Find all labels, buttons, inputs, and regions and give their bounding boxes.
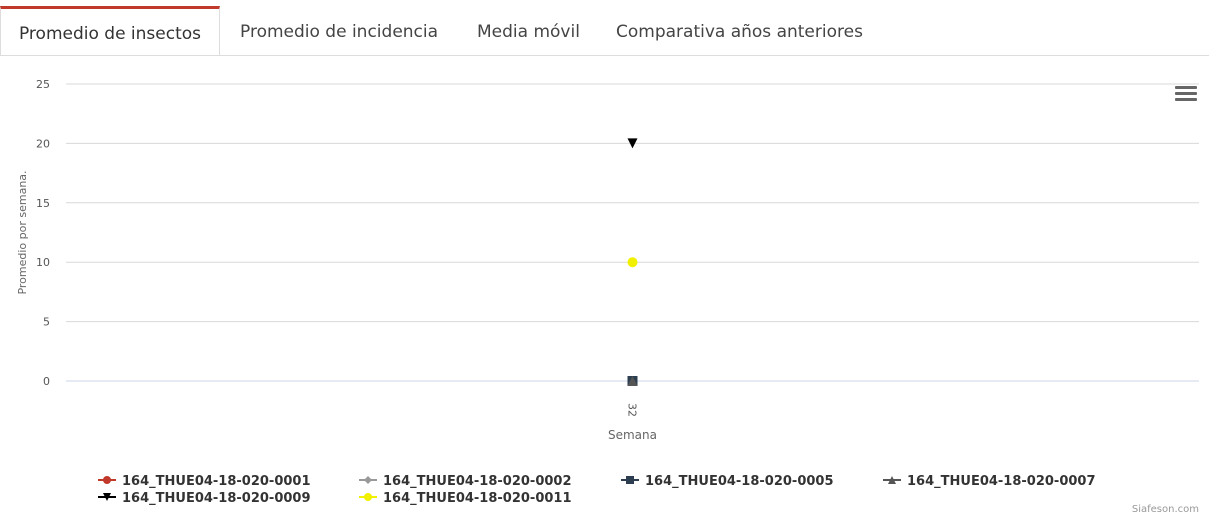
tab-comparativa-anos[interactable]: Comparativa años anteriores (616, 22, 863, 42)
legend-marker (103, 476, 111, 484)
chart-area: 0 5 10 15 20 25 Promedio por semana. 32 Semana 16… (16, 78, 1199, 506)
legend-label: 164_THUE04-18-020-0007 (907, 474, 1096, 489)
y-tick-label: 25 (36, 78, 50, 91)
tab-media-movil[interactable]: Media móvil (477, 22, 580, 42)
y-tick-label: 0 (43, 375, 50, 388)
tab-promedio-incidencia[interactable]: Promedio de incidencia (240, 22, 439, 42)
y-tick-label: 5 (43, 316, 50, 329)
legend-label: 164_THUE04-18-020-0011 (383, 491, 572, 506)
y-tick-label: 15 (36, 197, 50, 210)
chart-credit[interactable]: Siafeson.com (1131, 504, 1199, 515)
x-axis-title: Semana (608, 428, 657, 442)
legend-label: 164_THUE04-18-020-0001 (122, 474, 311, 489)
hamburger-menu-icon[interactable] (1175, 86, 1197, 106)
legend-marker (888, 476, 896, 484)
legend-marker (626, 476, 634, 484)
data-point (627, 257, 638, 268)
legend-marker (103, 493, 111, 501)
legend-label: 164_THUE04-18-020-0009 (122, 491, 311, 506)
y-tick-label: 10 (36, 256, 50, 269)
legend-label: 164_THUE04-18-020-0005 (645, 474, 834, 489)
data-point (627, 138, 638, 149)
data-point (627, 376, 638, 386)
legend-marker (364, 493, 372, 501)
x-tick-label: 32 (626, 403, 639, 417)
tab-bar: Promedio de insectos Promedio de inciden… (0, 0, 1209, 56)
legend-label: 164_THUE04-18-020-0002 (383, 474, 572, 489)
y-axis-title: Promedio por semana. (16, 170, 29, 294)
tab-bar-divider (0, 55, 1209, 56)
tab-promedio-insectos[interactable]: Promedio de insectos (0, 6, 220, 56)
legend-marker (364, 476, 372, 484)
y-tick-label: 20 (36, 137, 50, 150)
